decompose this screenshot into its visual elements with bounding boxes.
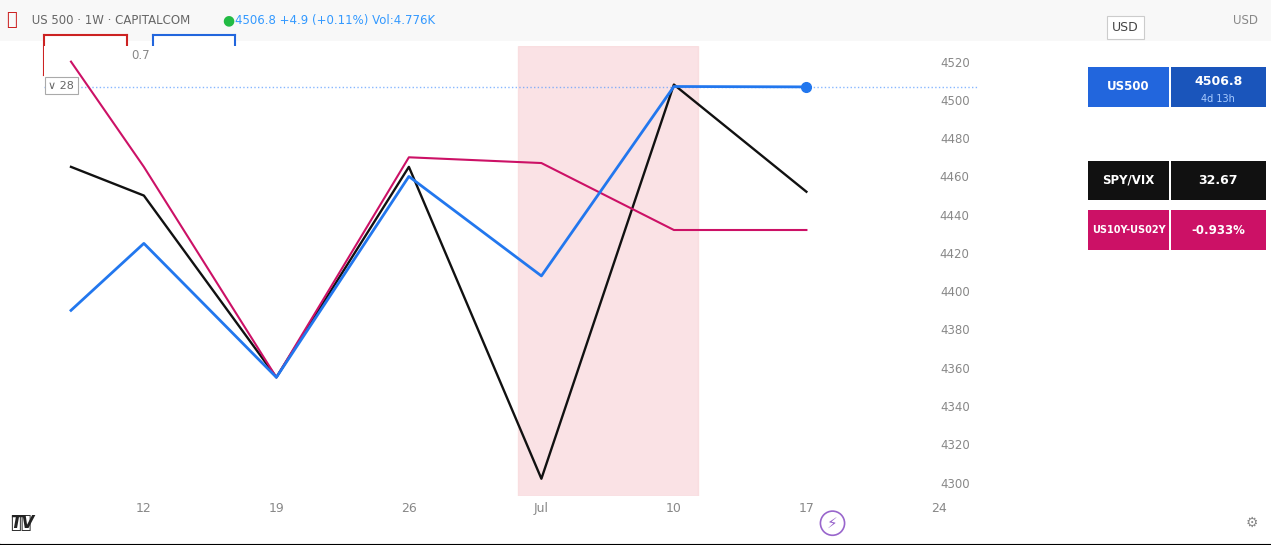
Text: 4507.5: 4507.5 <box>168 49 220 62</box>
Text: Ⓖ: Ⓖ <box>6 11 17 29</box>
Text: 4506.8 +4.9 (+0.11%) Vol:4.776K: 4506.8 +4.9 (+0.11%) Vol:4.776K <box>235 14 435 27</box>
Text: 4d 13h: 4d 13h <box>1201 94 1235 104</box>
Text: USD: USD <box>1112 21 1139 34</box>
Text: ⚡: ⚡ <box>827 516 838 531</box>
Text: US500: US500 <box>1107 80 1150 93</box>
Text: 0.7: 0.7 <box>131 49 150 62</box>
Text: -0.933%: -0.933% <box>1191 223 1246 237</box>
Text: ⚙: ⚙ <box>1246 516 1258 530</box>
Bar <box>517 46 698 496</box>
Text: TV: TV <box>10 514 34 532</box>
Text: USD: USD <box>1233 14 1258 27</box>
Text: 32.67: 32.67 <box>1199 174 1238 187</box>
Text: 4506.8: 4506.8 <box>1195 75 1242 88</box>
Text: US 500 · 1W · CAPITALCOM: US 500 · 1W · CAPITALCOM <box>28 14 191 27</box>
Text: ●: ● <box>222 14 235 27</box>
Text: SPY/VIX: SPY/VIX <box>1102 174 1155 187</box>
Text: ∨ 28: ∨ 28 <box>48 81 74 91</box>
Text: 4506.8: 4506.8 <box>60 49 112 62</box>
Text: 𝇉𝇅: 𝇉𝇅 <box>10 514 32 532</box>
Text: US10Y-US02Y: US10Y-US02Y <box>1092 225 1166 235</box>
